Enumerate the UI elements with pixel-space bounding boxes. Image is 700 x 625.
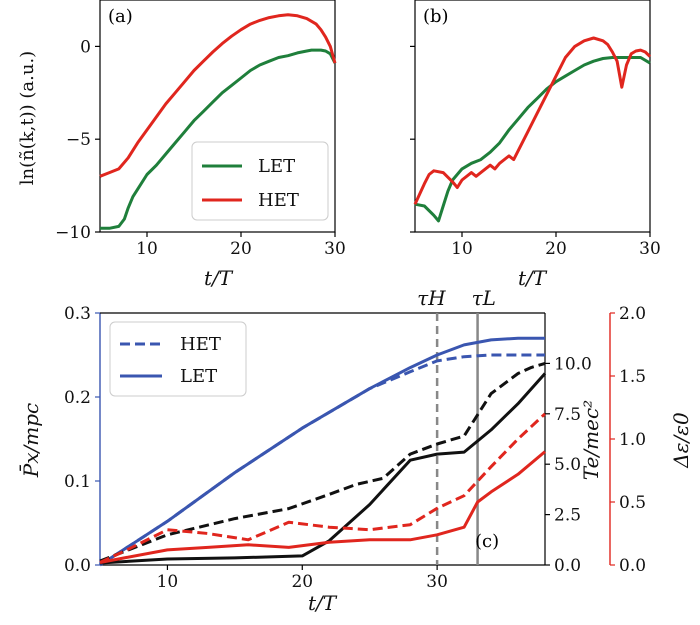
x-tick-label: 30 (426, 572, 448, 592)
panel-c-tag: (c) (475, 531, 499, 552)
y-tick-left-label: 0.3 (64, 304, 91, 324)
x-tick-label: 10 (136, 239, 158, 259)
panel-b-tag: (b) (423, 6, 449, 27)
y-tick-right2-label: 1.0 (619, 430, 646, 450)
panel-a-xlabel: t/T (204, 266, 234, 290)
x-tick-label: 10 (157, 572, 179, 592)
y-tick-left-label: 0.0 (64, 556, 91, 576)
legend-box (109, 321, 247, 397)
series-het-line (99, 13, 337, 178)
y-tick-right2-label: 2.0 (619, 304, 646, 324)
tau-h-label: τH (417, 286, 446, 310)
y-tick-label: 0 (80, 37, 91, 57)
series-left-solid-line (99, 336, 545, 567)
x-tick-label: 20 (545, 239, 567, 259)
panel-c-legend: HET LET (109, 321, 247, 397)
panel-a-frame (99, 0, 336, 233)
y-tick-left-label: 0.2 (64, 388, 91, 408)
x-tick-label: 10 (451, 239, 473, 259)
y-tick-right1-label: 7.5 (554, 405, 581, 425)
series-right2-solid-line (99, 450, 546, 564)
panel-c-xlabel: t/T (308, 591, 338, 615)
y-tick-right1-label: 0.0 (554, 556, 581, 576)
series-right2-dashed-line (99, 412, 547, 564)
series-let-line (414, 56, 651, 223)
series-right1-solid-line (99, 372, 547, 565)
series-let-line (100, 48, 337, 230)
y-tick-left-label: 0.1 (64, 472, 91, 492)
legend-label-het: HET (258, 190, 299, 211)
legend-label-het: HET (180, 334, 221, 355)
y-tick-right1-label: 5.0 (554, 455, 581, 475)
panel-a-legend: LET HET (191, 141, 329, 221)
x-tick-label: 30 (324, 239, 346, 259)
y-tick-right2-label: 0.5 (619, 493, 646, 513)
panel-a: 10 20 30 0 −5 −10 (a) t/T ln(ñ(k,t)) (a.u.) LET HE… (17, 0, 346, 290)
x-tick-label: 30 (639, 239, 661, 259)
panel-c: 10 20 30 0.0 0.1 0.2 0.3 0.0 2.5 5.0 7.5 10.0 0.0 0.5… (18, 286, 693, 615)
panel-c-ylabel-right2: Δε/ε0 (669, 412, 693, 469)
y-tick-label: −5 (66, 130, 91, 150)
x-tick-label: 20 (291, 572, 313, 592)
legend-label-let: LET (180, 366, 217, 387)
panel-b-xlabel: t/T (518, 266, 548, 290)
series-right1-dashed-line (99, 361, 546, 563)
panel-c-ylabel-right1: Te/mec² (579, 400, 603, 480)
y-tick-label: −10 (55, 223, 91, 243)
legend-label-let: LET (258, 156, 295, 177)
y-tick-right1-label: 2.5 (554, 506, 581, 526)
panel-b: 10 20 30 (b) t/T (410, 0, 661, 290)
panel-a-tag: (a) (108, 6, 133, 27)
series-het-line (413, 36, 652, 205)
panel-a-ylabel: ln(ñ(k,t)) (a.u.) (17, 51, 38, 185)
tau-l-label: τL (472, 286, 496, 310)
panel-b-frame (414, 0, 651, 233)
panel-c-ylabel-left: P̄x/mpc (18, 403, 43, 478)
y-tick-right1-label: 10.0 (554, 354, 592, 374)
y-tick-right2-label: 0.0 (619, 556, 646, 576)
x-tick-label: 20 (230, 239, 252, 259)
y-tick-right2-label: 1.5 (619, 367, 646, 387)
